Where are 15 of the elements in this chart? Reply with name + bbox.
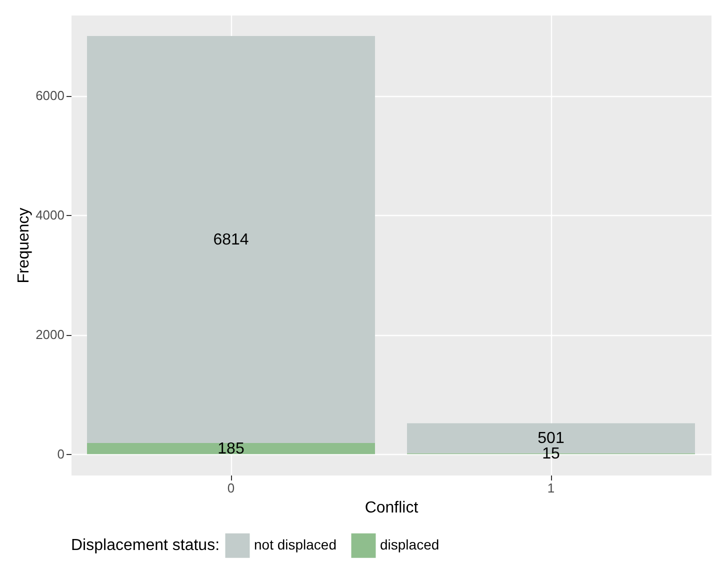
legend-title: Displacement status: bbox=[71, 537, 220, 554]
x-tick-label: 1 bbox=[547, 480, 555, 496]
y-tick-label: 0 bbox=[57, 446, 64, 462]
legend-label: not displaced bbox=[254, 536, 337, 553]
y-axis-title: Frequency bbox=[16, 208, 33, 284]
data-label: 185 bbox=[218, 440, 244, 458]
y-tick-label: 2000 bbox=[36, 327, 64, 342]
bar bbox=[87, 443, 375, 454]
legend-label: displaced bbox=[380, 536, 440, 553]
y-tick-label: 6000 bbox=[36, 88, 64, 104]
data-label: 6814 bbox=[213, 232, 249, 249]
x-axis-title: Conflict bbox=[364, 500, 419, 516]
data-label: 501 bbox=[538, 430, 564, 448]
data-label: 15 bbox=[542, 446, 560, 463]
y-tick-label: 4000 bbox=[36, 208, 64, 223]
